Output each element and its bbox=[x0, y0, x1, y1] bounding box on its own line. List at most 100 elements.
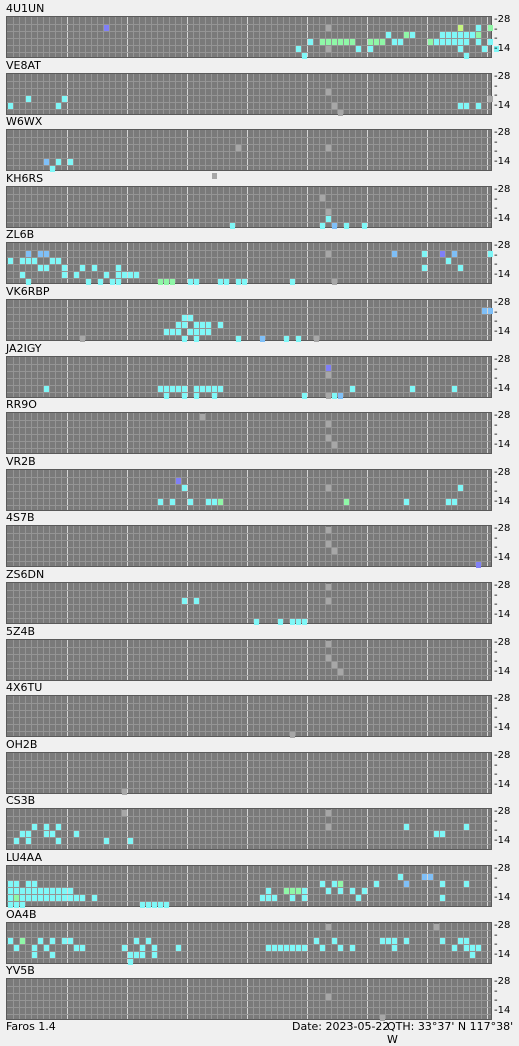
grid-line bbox=[7, 1007, 491, 1009]
signal-cell bbox=[362, 222, 367, 229]
grid-line bbox=[145, 866, 146, 906]
grid-line bbox=[217, 130, 218, 171]
signal-cell bbox=[470, 944, 475, 951]
grid-line bbox=[193, 469, 194, 510]
signal-cell bbox=[176, 322, 181, 328]
grid-line bbox=[265, 130, 266, 171]
grid-line bbox=[109, 243, 110, 284]
grid-line bbox=[151, 922, 152, 963]
grid-line bbox=[25, 356, 26, 397]
grid-line bbox=[259, 73, 260, 114]
grid-line bbox=[469, 356, 470, 397]
grid-line bbox=[427, 809, 428, 850]
grid-line bbox=[211, 752, 212, 793]
grid-line bbox=[427, 243, 428, 284]
grid-line bbox=[97, 186, 98, 227]
grid-line bbox=[385, 526, 386, 567]
grid-line bbox=[163, 979, 164, 1020]
tick-label: 14 bbox=[497, 552, 511, 564]
signal-cell bbox=[326, 435, 331, 442]
grid-line bbox=[337, 866, 338, 906]
signal-cell bbox=[422, 874, 427, 880]
signal-cell bbox=[458, 32, 463, 38]
grid-line bbox=[67, 413, 68, 454]
grid-line bbox=[277, 583, 278, 623]
grid-line bbox=[37, 752, 38, 793]
grid-line bbox=[463, 583, 464, 623]
grid-line bbox=[67, 130, 68, 171]
grid-line bbox=[253, 300, 254, 340]
grid-line bbox=[229, 130, 230, 171]
tick-mark: - bbox=[494, 580, 498, 591]
signal-cell bbox=[176, 329, 181, 335]
scale-tick: -14 bbox=[494, 610, 510, 620]
signal-cell bbox=[410, 385, 415, 392]
grid-line bbox=[235, 639, 236, 680]
grid-line bbox=[271, 809, 272, 850]
signal-cell bbox=[488, 308, 493, 314]
beacon-panel: RR9O -28- - -14 bbox=[0, 397, 519, 455]
grid-line bbox=[469, 866, 470, 906]
tick-label: 28 bbox=[497, 919, 511, 931]
grid-line bbox=[253, 413, 254, 454]
grid-line bbox=[337, 583, 338, 623]
grid-line bbox=[247, 866, 248, 906]
beacon-callsign: ZL6B bbox=[6, 228, 35, 242]
grid-line bbox=[7, 31, 491, 32]
tick-label: 28 bbox=[497, 863, 511, 874]
signal-cell bbox=[452, 251, 457, 258]
signal-cell bbox=[440, 251, 445, 258]
grid-line bbox=[187, 413, 188, 454]
grid-line bbox=[379, 469, 380, 510]
signal-cell bbox=[62, 272, 67, 279]
grid-line bbox=[67, 243, 68, 284]
signal-cell bbox=[182, 392, 187, 399]
band-scale: -28- - -14 bbox=[494, 15, 519, 58]
grid-line bbox=[37, 300, 38, 340]
tick-label: 14 bbox=[497, 892, 511, 903]
grid-line bbox=[445, 866, 446, 906]
grid-line bbox=[85, 300, 86, 340]
grid-line bbox=[469, 526, 470, 567]
signal-cell bbox=[218, 279, 223, 286]
beacon-panel: 4S7B -28- - -14 bbox=[0, 510, 519, 569]
grid-line bbox=[37, 526, 38, 567]
grid-line bbox=[379, 866, 380, 906]
grid-line bbox=[85, 469, 86, 510]
signal-cell bbox=[326, 25, 331, 31]
grid-line bbox=[349, 130, 350, 171]
grid-line bbox=[7, 823, 491, 825]
grid-line bbox=[475, 979, 476, 1020]
tick-mark: - bbox=[494, 636, 498, 648]
grid-line bbox=[211, 922, 212, 963]
grid-line bbox=[475, 73, 476, 114]
grid-line bbox=[61, 866, 62, 906]
signal-cell bbox=[116, 272, 121, 279]
grid-line bbox=[37, 866, 38, 906]
grid-line bbox=[367, 809, 368, 850]
grid-line bbox=[457, 866, 458, 906]
signal-cell bbox=[74, 895, 79, 901]
signal-cell bbox=[146, 937, 151, 944]
scale-tick: - bbox=[494, 655, 498, 667]
grid-line bbox=[55, 130, 56, 171]
grid-line bbox=[337, 526, 338, 567]
grid-line bbox=[331, 300, 332, 340]
grid-line bbox=[121, 696, 122, 737]
grid-line bbox=[139, 300, 140, 340]
grid-line bbox=[109, 922, 110, 963]
grid-line bbox=[409, 413, 410, 454]
band-scale: -28- - -14 bbox=[494, 128, 519, 171]
signal-cell bbox=[410, 32, 415, 38]
grid-line bbox=[199, 809, 200, 850]
grid-line bbox=[409, 130, 410, 171]
grid-line bbox=[451, 186, 452, 227]
signal-cell bbox=[122, 944, 127, 951]
signal-cell bbox=[68, 937, 73, 944]
signal-cell bbox=[8, 902, 13, 908]
grid-line bbox=[325, 922, 326, 963]
signal-cell bbox=[434, 831, 439, 838]
tick-label: 14 bbox=[497, 948, 511, 960]
grid-line bbox=[43, 413, 44, 454]
grid-line bbox=[133, 413, 134, 454]
